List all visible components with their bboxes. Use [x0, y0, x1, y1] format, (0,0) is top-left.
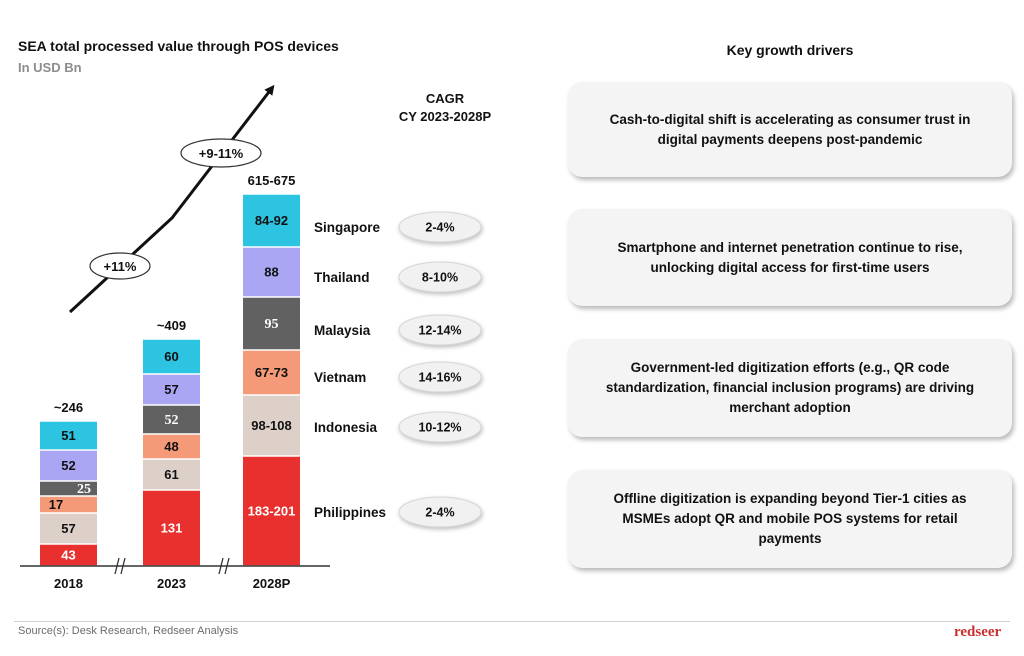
bar-segment-vietnam	[40, 496, 97, 513]
cagr-value: 8-10%	[422, 271, 458, 285]
bar-value-label: 95	[265, 317, 279, 332]
bar-value-label: 60	[164, 349, 178, 364]
bar-value-label: 131	[161, 521, 183, 536]
bar-segment-singapore	[143, 339, 200, 374]
legend-label-malaysia: Malaysia	[314, 323, 371, 338]
legend-label-thailand: Thailand	[314, 270, 370, 285]
x-tick-label: 2028P	[253, 576, 291, 591]
cagr-value: 2-4%	[425, 506, 454, 520]
bar-segment-philippines	[243, 456, 300, 566]
bar-segment-philippines	[143, 490, 200, 566]
cagr-value: 10-12%	[418, 421, 461, 435]
bar-value-label: 57	[164, 382, 178, 397]
source-note: Source(s): Desk Research, Redseer Analys…	[18, 625, 239, 637]
cagr-pill	[398, 411, 482, 443]
bar-segment-thailand	[143, 374, 200, 405]
driver-text: Cash-to-digital shift is accelerating as…	[609, 111, 971, 147]
driver-text: Offline digitization is expanding beyond…	[613, 491, 967, 546]
bar-segment-indonesia	[143, 459, 200, 490]
chart-title: SEA total processed value through POS de…	[18, 38, 339, 54]
cagr-pill	[398, 261, 482, 293]
bar-value-label: 43	[61, 548, 75, 563]
bar-value-label: 98-108	[251, 418, 291, 433]
bar-segment-malaysia	[243, 297, 300, 350]
footer-divider	[14, 621, 1010, 622]
legend-label-singapore: Singapore	[314, 220, 381, 235]
cagr-pill	[398, 496, 482, 528]
bar-value-label: 48	[164, 439, 178, 454]
bar-value-label: 51	[61, 428, 75, 443]
x-axis: 2018 2023 2028P	[20, 557, 330, 591]
cagr-pill	[398, 361, 482, 393]
bar-segment-malaysia	[143, 405, 200, 434]
growth-badge	[180, 138, 262, 168]
drivers-title: Key growth drivers	[726, 42, 854, 58]
bar-value-label: 25	[77, 482, 91, 497]
bar-value-label: 57	[61, 521, 75, 536]
bar-value-label: 61	[164, 467, 178, 482]
bar-segment-malaysia	[40, 481, 97, 496]
growth-trend-arrow: +11% +9-11%	[68, 84, 275, 314]
bar-segment-philippines	[40, 544, 97, 566]
driver-card: Smartphone and internet penetration cont…	[568, 209, 1012, 306]
x-tick-label: 2018	[54, 576, 83, 591]
bar-segment-indonesia	[243, 395, 300, 456]
brand-logo: redseer	[954, 624, 1002, 640]
trend-line	[68, 84, 275, 314]
bar-segment-singapore	[40, 421, 97, 450]
bar-segment-thailand	[243, 247, 300, 297]
axis-break-mark	[114, 557, 120, 575]
bar-segment-thailand	[40, 450, 97, 481]
x-tick-label: 2023	[157, 576, 186, 591]
legend-label-indonesia: Indonesia	[314, 420, 378, 435]
bar-value-label: 67-73	[255, 365, 288, 380]
bar-stacks: 435717255251~2461316148525760~409183-201…	[40, 173, 300, 566]
legend-label-vietnam: Vietnam	[314, 370, 366, 385]
bar-value-label: 52	[61, 458, 75, 473]
growth-badge	[89, 252, 151, 280]
driver-text: Smartphone and internet penetration cont…	[617, 239, 963, 275]
axis-break-mark	[224, 557, 230, 575]
growth-badge-label: +11%	[104, 259, 137, 274]
growth-badge-label: +9-11%	[199, 146, 244, 161]
axis-break-mark	[218, 557, 224, 575]
driver-card: Cash-to-digital shift is accelerating as…	[568, 82, 1012, 177]
chart-subtitle: In USD Bn	[18, 60, 82, 75]
legend-label-philippines: Philippines	[314, 505, 386, 520]
cagr-header-line2: CY 2023-2028P	[398, 109, 492, 124]
bar-segment-singapore	[243, 194, 300, 247]
cagr-value: 2-4%	[425, 221, 454, 235]
bar-value-label: 88	[264, 265, 278, 280]
cagr-pill	[398, 211, 482, 243]
stacked-bar-chart: +11%+9-11% 435717255251~2461316148525760…	[20, 84, 482, 591]
driver-text: Government-led digitization efforts (e.g…	[605, 360, 975, 415]
bar-value-label: 84-92	[255, 213, 288, 228]
cagr-value: 12-14%	[418, 324, 461, 338]
cagr-header: CAGR CY 2023-2028P	[380, 90, 510, 126]
bar-segment-vietnam	[143, 434, 200, 459]
bar-total-label: 615-675	[248, 173, 296, 188]
bar-value-label: 17	[49, 497, 63, 512]
cagr-value: 14-16%	[418, 371, 461, 385]
bar-segment-indonesia	[40, 513, 97, 544]
country-legend: Singapore 2-4% Thailand 8-10% Malaysia 12-14%…	[314, 211, 482, 528]
cagr-pill	[398, 314, 482, 346]
bar-total-label: ~246	[54, 400, 83, 415]
axis-break-mark	[120, 557, 126, 575]
driver-card: Government-led digitization efforts (e.g…	[568, 339, 1012, 437]
bar-value-label: 183-201	[248, 504, 296, 519]
driver-card: Offline digitization is expanding beyond…	[568, 470, 1012, 568]
bar-total-label: ~409	[157, 318, 186, 333]
bar-value-label: 52	[165, 413, 179, 428]
bar-segment-vietnam	[243, 350, 300, 395]
cagr-header-line1: CAGR	[425, 91, 465, 106]
